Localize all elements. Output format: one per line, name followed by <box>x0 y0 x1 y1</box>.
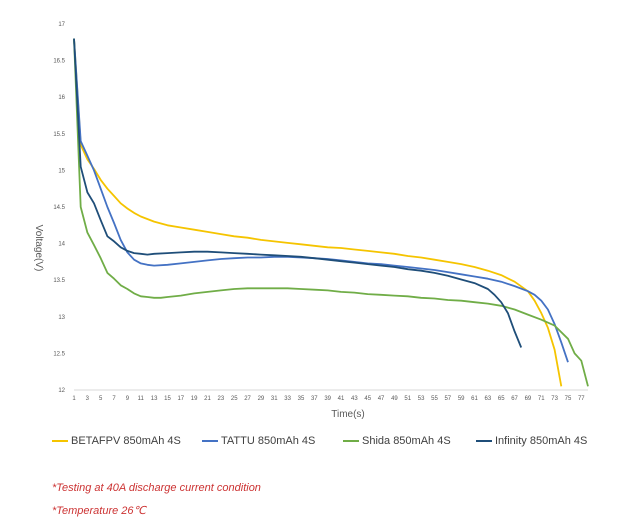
y-tick-label: 12 <box>58 388 65 394</box>
x-tick-label: 33 <box>284 396 291 402</box>
legend-label-betafpv: BETAFPV 850mAh 4S <box>71 435 181 447</box>
y-tick-label: 12.5 <box>53 351 65 357</box>
x-tick-label: 53 <box>418 396 425 402</box>
x-tick-label: 13 <box>151 396 158 402</box>
x-tick-label: 37 <box>311 396 318 402</box>
note-temperature: *Temperature 26℃ <box>52 505 146 517</box>
x-tick-label: 3 <box>86 396 90 402</box>
x-tick-label: 59 <box>458 396 465 402</box>
x-tick-label: 49 <box>391 396 398 402</box>
x-tick-label: 7 <box>112 396 116 402</box>
x-tick-label: 57 <box>444 396 451 402</box>
x-tick-label: 69 <box>525 396 532 402</box>
y-tick-label: 14 <box>58 242 65 248</box>
x-tick-label: 11 <box>138 396 145 402</box>
x-tick-label: 71 <box>538 396 545 402</box>
chart-legend: BETAFPV 850mAh 4S TATTU 850mAh 4S Shida … <box>52 435 612 447</box>
x-tick-label: 75 <box>565 396 572 402</box>
x-tick-label: 65 <box>498 396 505 402</box>
y-tick-label: 13.5 <box>53 278 65 284</box>
y-axis-ticks: 12 12.5 13 13.5 14 14.5 15 15.5 16 16.5 17 <box>53 22 65 394</box>
y-tick-label: 15 <box>58 168 65 174</box>
legend-swatch-shida <box>343 440 359 442</box>
legend-item-tattu: TATTU 850mAh 4S <box>202 435 343 447</box>
x-tick-label: 27 <box>244 396 251 402</box>
legend-swatch-infinity <box>476 440 492 442</box>
y-axis-title: Voltage(V) <box>33 225 44 272</box>
x-tick-label: 47 <box>378 396 385 402</box>
x-tick-label: 77 <box>578 396 585 402</box>
x-tick-label: 39 <box>324 396 331 402</box>
x-tick-label: 29 <box>258 396 265 402</box>
y-tick-label: 13 <box>58 315 65 321</box>
legend-swatch-tattu <box>202 440 218 442</box>
legend-item-infinity: Infinity 850mAh 4S <box>476 435 587 447</box>
note-test-condition: *Testing at 40A discharge current condit… <box>52 482 261 494</box>
legend-label-shida: Shida 850mAh 4S <box>362 435 451 447</box>
x-tick-label: 17 <box>177 396 184 402</box>
x-tick-label: 1 <box>72 396 76 402</box>
x-tick-label: 67 <box>511 396 518 402</box>
x-tick-label: 61 <box>471 396 478 402</box>
x-tick-label: 43 <box>351 396 358 402</box>
series-line-tattu <box>73 38 569 363</box>
x-tick-label: 41 <box>338 396 345 402</box>
x-axis-ticks: 1 3 5 7 9 11 13 15 17 19 21 23 25 27 29 31 33 35 37 39 41 43 4… <box>72 396 585 402</box>
x-tick-label: 5 <box>99 396 103 402</box>
series-line-infinity <box>73 38 523 348</box>
x-tick-label: 23 <box>218 396 225 402</box>
legend-label-tattu: TATTU 850mAh 4S <box>221 435 316 447</box>
x-tick-label: 45 <box>364 396 371 402</box>
x-tick-label: 15 <box>164 396 171 402</box>
x-tick-label: 25 <box>231 396 238 402</box>
legend-swatch-betafpv <box>52 440 68 442</box>
series-lines <box>73 38 589 387</box>
y-tick-label: 17 <box>58 22 65 28</box>
y-tick-label: 15.5 <box>53 132 65 138</box>
legend-item-betafpv: BETAFPV 850mAh 4S <box>52 435 202 447</box>
y-tick-label: 16 <box>58 95 65 101</box>
x-tick-label: 9 <box>126 396 130 402</box>
legend-label-infinity: Infinity 850mAh 4S <box>495 435 588 447</box>
legend-item-shida: Shida 850mAh 4S <box>343 435 476 447</box>
x-tick-label: 63 <box>485 396 492 402</box>
x-tick-label: 19 <box>191 396 198 402</box>
y-tick-label: 14.5 <box>53 205 65 211</box>
y-tick-label: 16.5 <box>53 59 65 65</box>
series-line-betafpv <box>73 38 563 387</box>
x-tick-label: 73 <box>551 396 558 402</box>
x-axis-title: Time(s) <box>331 409 365 420</box>
series-line-shida <box>73 38 589 387</box>
x-tick-label: 35 <box>298 396 305 402</box>
x-tick-label: 21 <box>204 396 211 402</box>
x-tick-label: 55 <box>431 396 438 402</box>
x-tick-label: 31 <box>271 396 278 402</box>
x-tick-label: 51 <box>404 396 411 402</box>
